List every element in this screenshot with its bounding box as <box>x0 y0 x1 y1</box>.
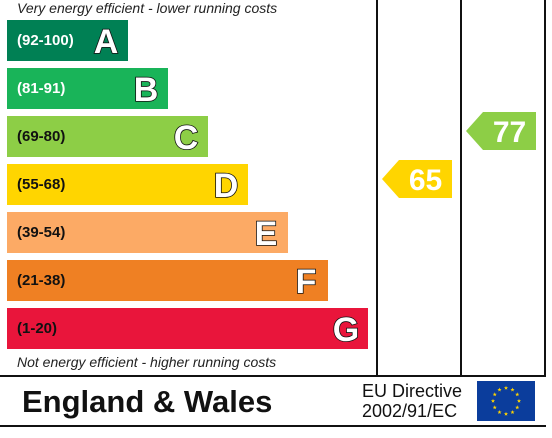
divider-footer <box>0 375 546 377</box>
eu-star-icon <box>510 410 515 415</box>
eu-star-icon <box>510 387 515 392</box>
footer-region: England & Wales <box>22 384 273 419</box>
band-range-label: (39-54) <box>17 224 66 241</box>
eu-star-icon <box>515 392 520 397</box>
band-f: (21-38) F <box>7 260 328 301</box>
eu-star-icon <box>515 405 520 410</box>
footer-directive: EU Directive 2002/91/EC <box>362 381 462 421</box>
rating-value: 65 <box>409 164 442 197</box>
divider-bottom <box>0 425 546 427</box>
divider-potential <box>460 0 462 376</box>
band-range-label: (69-80) <box>17 128 66 145</box>
band-g: (1-20) G <box>7 308 368 349</box>
band-letter-text: A <box>94 23 119 61</box>
eu-star-icon <box>492 405 497 410</box>
band-letter-text: E <box>255 215 278 253</box>
band-e: (39-54) E <box>7 212 288 253</box>
band-letter-text: B <box>134 71 159 109</box>
band-range-label: (92-100) <box>17 32 74 49</box>
eu-star-icon <box>497 387 502 392</box>
eu-star-icon <box>516 398 522 403</box>
eu-star-icon <box>503 411 509 416</box>
current-rating-arrow: 65 <box>382 160 452 198</box>
eu-star-icon <box>497 410 502 415</box>
band-letter: E <box>254 214 278 253</box>
band-letter: A <box>93 22 119 61</box>
eu-star-icon <box>490 398 496 403</box>
potential-rating-arrow: 77 <box>466 112 536 150</box>
band-letter: D <box>213 166 239 205</box>
band-range-label: (55-68) <box>17 176 66 193</box>
band-range-label: (21-38) <box>17 272 66 289</box>
band-letter-text: C <box>174 119 199 157</box>
eu-flag-icon <box>477 381 535 421</box>
band-b: (81-91) B <box>7 68 168 109</box>
band-letter: B <box>133 70 159 109</box>
note-not-efficient: Not energy efficient - higher running co… <box>17 354 277 370</box>
band-range-label: (81-91) <box>17 80 66 97</box>
band-letter-text: G <box>333 311 359 349</box>
band-letter-text: F <box>296 263 317 301</box>
band-d: (55-68) D <box>7 164 248 205</box>
band-letter: G <box>332 310 360 349</box>
band-letter: F <box>295 262 317 301</box>
band-letter-text: D <box>214 167 239 205</box>
divider-right <box>544 0 546 376</box>
eu-star-icon <box>492 392 497 397</box>
divider-current <box>376 0 378 376</box>
band-a: (92-100) A <box>7 20 128 61</box>
directive-line1: EU Directive <box>362 381 463 401</box>
eu-star-icon <box>503 385 509 390</box>
directive-line2: 2002/91/EC <box>362 401 458 421</box>
band-range-label: (1-20) <box>17 320 58 337</box>
band-letter: C <box>173 118 199 157</box>
rating-value: 77 <box>493 116 526 149</box>
note-very-efficient: Very energy efficient - lower running co… <box>17 0 278 16</box>
band-c: (69-80) C <box>7 116 208 157</box>
